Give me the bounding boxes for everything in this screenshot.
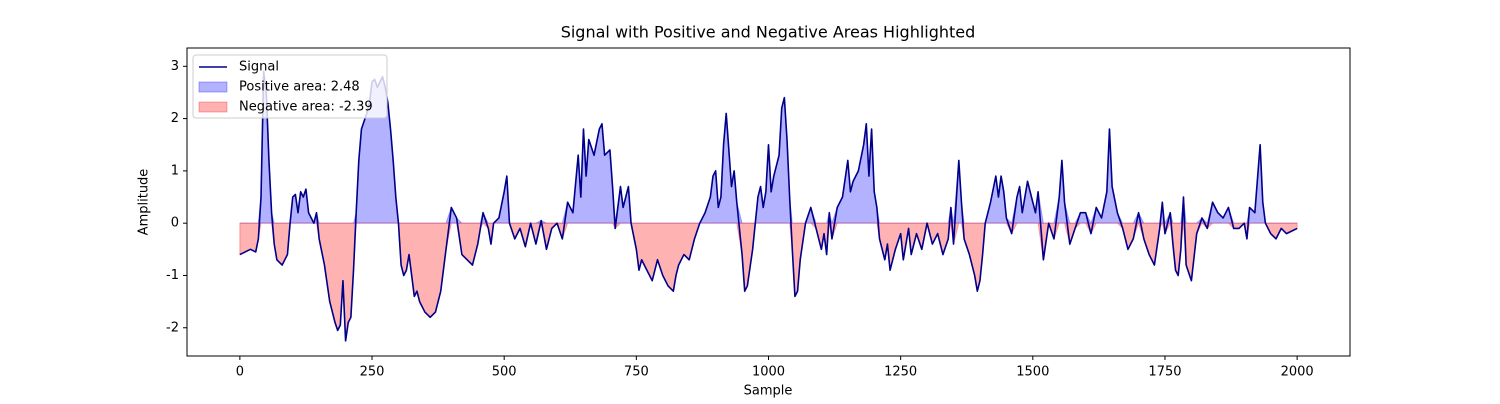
chart-title: Signal with Positive and Negative Areas … [561,23,976,42]
y-tick-label: -2 [166,320,179,335]
legend-label: Positive area: 2.48 [239,80,360,95]
legend-area-swatch [198,81,228,93]
x-tick-label: 2000 [1281,365,1314,380]
legend-box [192,54,388,119]
y-tick-label: -1 [166,268,179,283]
y-tick-label: 1 [171,163,179,178]
y-tick-label: 2 [171,111,179,126]
x-tick-label: 0 [236,365,244,380]
x-tick-label: 250 [360,365,385,380]
x-axis-label: Sample [744,384,793,399]
x-tick-label: 1750 [1148,365,1181,380]
legend-label: Signal [239,60,279,75]
x-tick-label: 1500 [1016,365,1049,380]
x-tick-label: 750 [624,365,649,380]
legend-area-swatch [198,101,228,113]
legend-label: Negative area: -2.39 [239,100,373,115]
y-tick-label: 0 [171,216,179,231]
x-tick-label: 500 [492,365,517,380]
y-tick-label: 3 [171,59,179,74]
y-axis-label: Amplitude [137,169,152,236]
negative-area [239,221,1298,341]
x-tick-label: 1250 [884,365,917,380]
x-tick-label: 1000 [752,365,785,380]
